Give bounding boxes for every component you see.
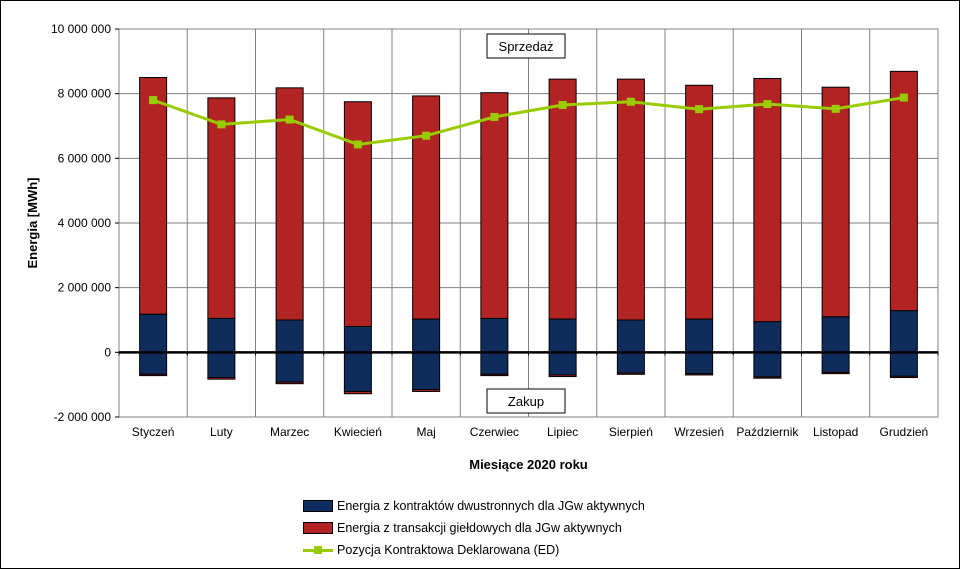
bar-exchange-purchase [139,373,168,377]
y-tick-label: -2 000 000 [54,410,112,424]
ed-point [149,96,158,105]
ed-point [558,100,567,109]
annotation-sales-box [486,33,566,59]
legend: Energia z kontraktów dwustronnych dla JG… [303,495,645,561]
bar-bilateral-sales [480,317,509,353]
x-tick-label: Luty [210,425,233,439]
bar-bilateral-sales [548,318,577,353]
bar-exchange-purchase [616,372,645,375]
bar-exchange-purchase [412,389,441,392]
x-tick-label: Lipiec [547,425,578,439]
bar-bilateral-sales [207,317,236,353]
x-tick-label: Kwiecień [334,425,382,439]
bar-exchange-sales [685,84,714,320]
bar-bilateral-sales [275,319,304,353]
bar-bilateral-sales [139,313,168,353]
bar-bilateral-sales [889,310,918,353]
bar-exchange-purchase [207,377,236,380]
y-tick-label: 6 000 000 [58,151,112,165]
ed-point [899,93,908,102]
bar-bilateral-purchase [275,351,304,383]
bar-exchange-sales [821,86,850,318]
ed-point [490,112,499,121]
legend-swatch-bilateral [303,500,333,512]
x-tick-label: Listopad [813,425,858,439]
ed-point [763,100,772,109]
ed-point [626,97,635,106]
bar-bilateral-sales [412,318,441,353]
bar-bilateral-sales [343,325,372,353]
bar-exchange-purchase [548,374,577,378]
bar-bilateral-purchase [480,351,509,375]
bar-exchange-sales [616,78,645,321]
x-tick-label: Styczeń [132,425,175,439]
legend-item-ed: Pozycja Kontraktowa Deklarowana (ED) [303,539,645,561]
ed-point [217,120,226,129]
bar-exchange-sales [889,70,918,312]
legend-label-ed: Pozycja Kontraktowa Deklarowana (ED) [337,543,560,557]
y-tick-label: 10 000 000 [51,22,111,36]
annotation-purchase-box [486,388,566,414]
bar-exchange-purchase [889,375,918,379]
x-tick-label: Marzec [270,425,309,439]
ed-point [285,115,294,124]
bar-exchange-sales [753,77,782,323]
bar-exchange-purchase [685,373,714,376]
bar-bilateral-purchase [207,351,236,379]
bar-exchange-sales [548,78,577,320]
bar-bilateral-purchase [412,351,441,391]
bar-bilateral-sales [753,321,782,353]
x-tick-label: Maj [416,425,435,439]
x-tick-label: Sierpień [609,425,653,439]
legend-label-bilateral: Energia z kontraktów dwustronnych dla JG… [337,499,645,513]
bar-bilateral-purchase [548,351,577,376]
bar-exchange-purchase [821,371,850,375]
bar-bilateral-purchase [616,351,645,374]
x-tick-label: Grudzień [880,425,929,439]
legend-swatch-ed [303,545,333,555]
annotation-purchase-label: Zakup [508,394,544,409]
bar-exchange-sales [412,95,441,320]
bar-bilateral-purchase [685,351,714,375]
ed-point [353,140,362,149]
bar-bilateral-sales [685,318,714,353]
bar-exchange-sales [207,97,236,319]
bar-exchange-purchase [480,373,509,377]
legend-item-bilateral: Energia z kontraktów dwustronnych dla JG… [303,495,645,517]
bar-exchange-sales [139,77,168,315]
bar-bilateral-purchase [139,351,168,375]
bar-bilateral-purchase [821,351,850,373]
bar-bilateral-purchase [753,351,782,378]
legend-swatch-exchange [303,522,333,534]
bar-exchange-sales [343,101,372,327]
y-tick-label: 8 000 000 [58,87,112,101]
ed-point [422,131,431,140]
ed-line [152,96,905,146]
legend-item-exchange: Energia z transakcji giełdowych dla JGw … [303,517,645,539]
annotation-sales-label: Sprzedaż [499,39,554,54]
bar-exchange-sales [275,87,304,321]
bar-bilateral-purchase [343,351,372,392]
y-tick-label: 2 000 000 [58,281,112,295]
ed-point [695,105,704,114]
legend-label-exchange: Energia z transakcji giełdowych dla JGw … [337,521,622,535]
bar-exchange-purchase [343,390,372,395]
x-tick-label: Październik [736,425,799,439]
bar-exchange-sales [480,92,509,319]
bar-bilateral-purchase [889,351,918,377]
y-axis-title: Energia [MWh] [25,178,40,269]
bar-bilateral-sales [821,316,850,353]
y-tick-label: 4 000 000 [58,216,112,230]
bar-exchange-purchase [753,376,782,379]
ed-point [831,104,840,113]
y-tick-label: 0 [104,345,111,359]
x-axis-title: Miesiące 2020 roku [469,457,588,472]
bar-bilateral-sales [616,319,645,353]
x-tick-label: Czerwiec [470,425,519,439]
bar-exchange-purchase [275,381,304,385]
x-tick-label: Wrzesień [674,425,724,439]
